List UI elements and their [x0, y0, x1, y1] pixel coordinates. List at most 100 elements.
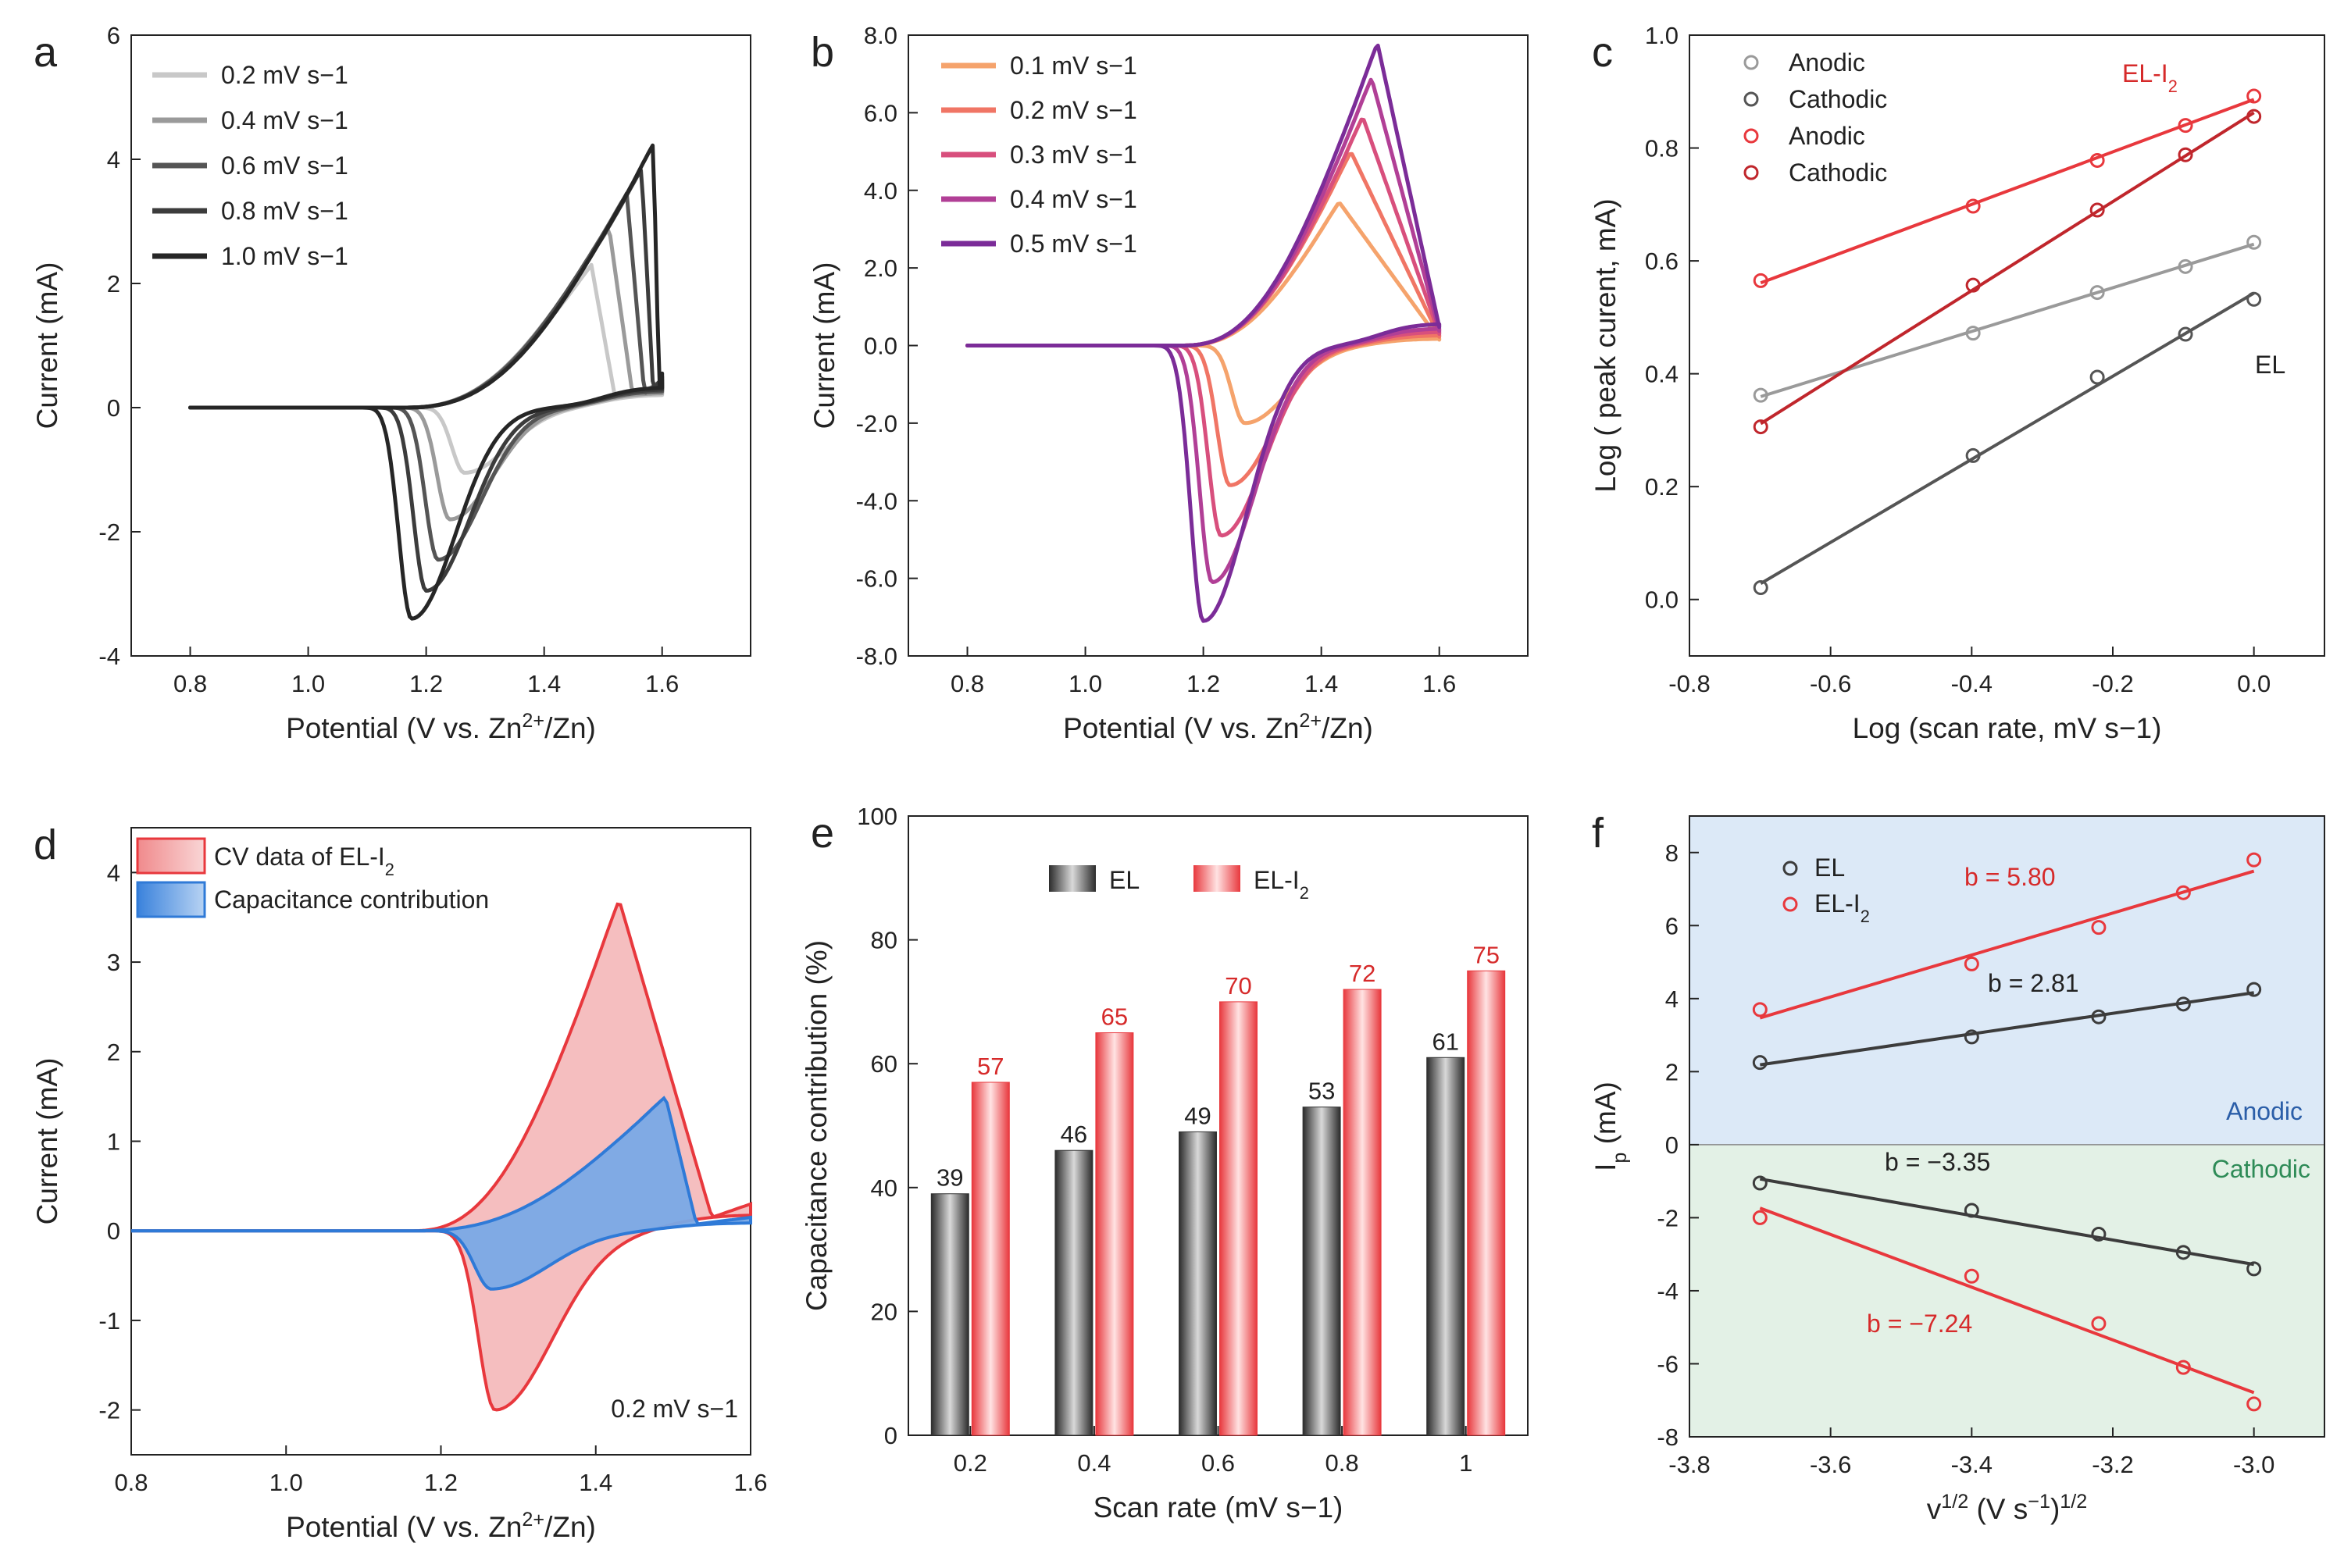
- y-tick-label-f: -4: [1657, 1278, 1679, 1305]
- x-axis-label-f-part: ): [2050, 1493, 2060, 1525]
- y-tick-label-e: 40: [871, 1174, 897, 1202]
- y-tick-label-f: -8: [1657, 1424, 1679, 1451]
- annotation-el-i2-c-part: 2: [2168, 77, 2178, 96]
- y-axis-label-f-part: I: [1589, 1164, 1622, 1171]
- legend-label-a: 1.0 mV s−1: [221, 242, 348, 270]
- data-label-el: 53: [1308, 1078, 1335, 1105]
- legend-label-f-el-i2: EL-I2: [1814, 889, 1870, 926]
- x-axis-label-a-part: Potential (V vs. Zn: [286, 712, 522, 744]
- data-point-c: [2246, 291, 2262, 307]
- x-axis-label-f-part: v: [1927, 1493, 1942, 1525]
- data-label-el-i2: 65: [1101, 1003, 1128, 1031]
- data-label-el-i2: 72: [1349, 960, 1375, 987]
- data-label-el: 61: [1432, 1028, 1458, 1055]
- y-tick-label-f: -6: [1657, 1350, 1679, 1377]
- legend-swatch-d-blue: [136, 881, 206, 918]
- data-point-f: [2175, 885, 2191, 900]
- legend-marker-c: [1743, 55, 1759, 70]
- legend-label-d-red-part: 2: [385, 860, 394, 879]
- x-tick-label-d: 1.0: [269, 1469, 303, 1496]
- legend-marker-c: [1743, 91, 1759, 107]
- y-axis-label-f-part: (mA): [1589, 1082, 1622, 1152]
- data-label-el-i2: 70: [1225, 972, 1251, 1000]
- data-label-el: 46: [1061, 1121, 1087, 1148]
- legend-swatch-e-el-i2: [1193, 865, 1240, 892]
- legend-label-f-el-i2-part: EL-I: [1814, 889, 1861, 918]
- x-axis-label-f-part: −1: [2028, 1491, 2050, 1513]
- bar-el-i2: [971, 1082, 1010, 1436]
- x-tick-label-b: 1.2: [1186, 670, 1220, 697]
- y-tick-label-e: 60: [871, 1050, 897, 1078]
- slope-label-el-i2-anodic: b = 5.80: [1964, 863, 2056, 891]
- bar-el: [1426, 1057, 1465, 1436]
- legend-marker-f-el-i2: [1782, 896, 1798, 912]
- legend-label-d-red-part: CV data of EL-I: [214, 843, 385, 871]
- cv-curve-a-0: [188, 262, 665, 475]
- x-axis-label-d: Potential (V vs. Zn2+/Zn): [286, 1509, 596, 1543]
- x-axis-label-b-part: Potential (V vs. Zn: [1063, 712, 1299, 744]
- x-tick-label-a: 1.6: [645, 670, 679, 697]
- data-point-f: [1752, 1002, 1768, 1017]
- data-point-f: [2091, 1009, 2107, 1025]
- data-label-el: 39: [937, 1164, 963, 1192]
- y-tick-label-e: 80: [871, 927, 897, 954]
- legend-label-e-el-i2: EL-I2: [1254, 866, 1309, 903]
- y-axis-label-f-part: p: [1609, 1153, 1631, 1164]
- region-label-anodic: Anodic: [2226, 1097, 2303, 1125]
- x-tick-label-c: -0.4: [1951, 670, 1993, 697]
- legend-label-e-el-i2-part: 2: [1300, 883, 1309, 903]
- data-point-f: [2246, 852, 2262, 868]
- y-tick-label-a: -2: [98, 519, 120, 546]
- data-point-f: [2246, 1261, 2262, 1277]
- x-axis-label-f-part: (V s: [1968, 1493, 2028, 1525]
- data-point-c: [1965, 277, 1981, 293]
- y-axis-label-c: Log ( peak curent, mA): [1589, 198, 1622, 492]
- legend-label-b: 0.2 mV s−1: [1010, 96, 1137, 124]
- slope-label-el-cathodic: b = −3.35: [1885, 1148, 1990, 1176]
- x-axis-label-a-part: 2+: [522, 710, 544, 732]
- fit-line-c-2: [1760, 98, 2255, 285]
- y-tick-label-b: -6.0: [856, 565, 897, 593]
- data-point-c: [2178, 147, 2193, 162]
- region-label-cathodic: Cathodic: [2212, 1155, 2310, 1183]
- legend-label-c: Anodic: [1789, 122, 1865, 150]
- data-point-c: [2089, 369, 2105, 385]
- data-label-el-i2: 75: [1472, 941, 1499, 968]
- x-tick-label-f: -3.8: [1668, 1451, 1710, 1478]
- cathodic-region-bg: [1689, 1144, 2324, 1437]
- y-tick-label-a: 2: [107, 270, 120, 298]
- legend-label-f-el-i2-part: 2: [1861, 907, 1870, 926]
- panel-label-b: b: [811, 29, 834, 76]
- y-tick-label-b: 4.0: [864, 177, 897, 205]
- y-tick-label-e: 20: [871, 1298, 897, 1325]
- x-axis-label-d-part: Potential (V vs. Zn: [286, 1511, 522, 1543]
- data-point-c: [2178, 118, 2193, 134]
- y-axis-label-f: Ip (mA): [1589, 1082, 1631, 1171]
- y-tick-label-d: 2: [107, 1039, 120, 1066]
- fit-line-f-1: [1760, 991, 2254, 1067]
- x-tick-label-c: 0.0: [2237, 670, 2271, 697]
- y-tick-label-b: -4.0: [856, 487, 897, 515]
- y-tick-label-d: 3: [107, 949, 120, 976]
- x-axis-label-c: Log (scan rate, mV s−1): [1853, 712, 2162, 744]
- y-tick-label-b: 2.0: [864, 255, 897, 282]
- y-tick-label-d: 0: [107, 1217, 120, 1245]
- y-axis-label-e: Capacitance contribution (%): [801, 940, 833, 1311]
- legend-label-b: 0.5 mV s−1: [1010, 230, 1137, 258]
- plot-frame-a: [130, 34, 751, 657]
- legend-label-f-el: EL: [1814, 853, 1845, 882]
- data-point-f: [2175, 1360, 2191, 1375]
- y-tick-label-a: 4: [107, 146, 120, 173]
- legend-swatch-e-el: [1049, 865, 1096, 892]
- fit-line-f-3: [1759, 1206, 2255, 1395]
- x-tick-label-f: -3.0: [2233, 1451, 2274, 1478]
- data-point-c: [2178, 258, 2193, 274]
- data-label-el-i2: 57: [977, 1053, 1004, 1080]
- legend-label-c: Cathodic: [1789, 85, 1887, 113]
- legend-label-e-el: EL: [1109, 866, 1140, 894]
- x-axis-label-a: Potential (V vs. Zn2+/Zn): [286, 710, 596, 744]
- panel-label-d: d: [34, 821, 57, 868]
- slope-label-el-i2-cathodic: b = −7.24: [1867, 1310, 1972, 1338]
- data-point-f: [2091, 920, 2107, 935]
